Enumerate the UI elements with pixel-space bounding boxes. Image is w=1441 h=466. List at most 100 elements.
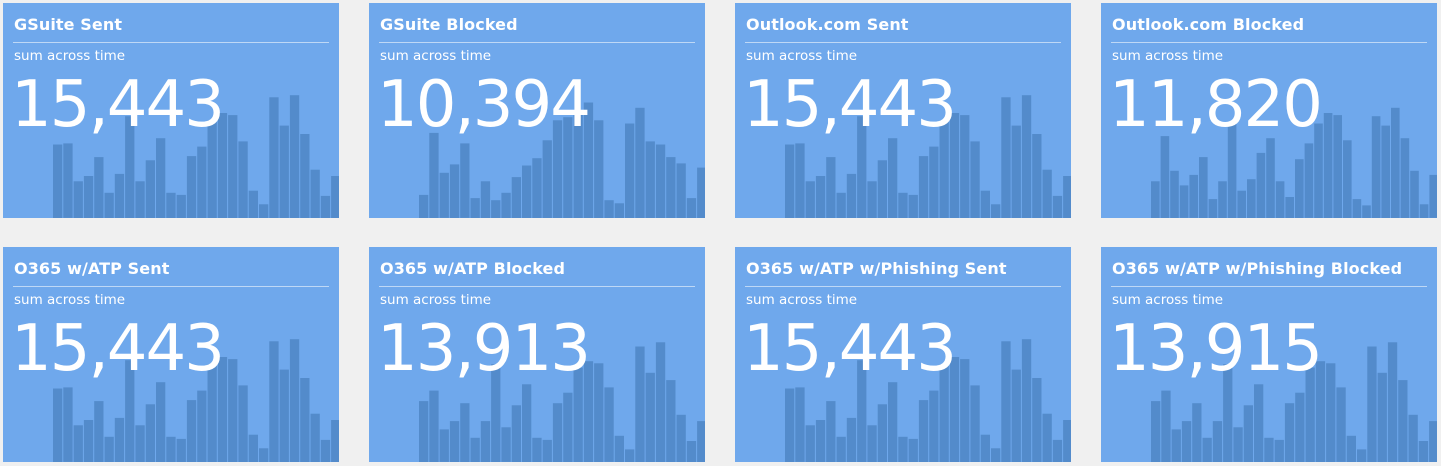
sparkline-bar	[1243, 405, 1253, 462]
sparkline-bar	[867, 181, 877, 218]
sparkline-bar	[939, 364, 949, 462]
sparkline-bar	[1151, 401, 1161, 462]
sparkline-bar	[805, 181, 815, 218]
tile-o365-atp-sent[interactable]: O365 w/ATP Sent sum across time 15,443	[3, 247, 339, 462]
sparkline-bar	[785, 388, 795, 462]
sparkline-bar	[1285, 197, 1294, 218]
sparkline-chart	[53, 95, 339, 218]
sparkline-bar	[949, 113, 960, 218]
sparkline-bar	[655, 144, 666, 218]
sparkline-bar	[73, 181, 83, 218]
sparkline-bar	[480, 181, 491, 218]
sparkline-bar	[166, 192, 176, 218]
sparkline-bar	[1171, 429, 1181, 462]
sparkline-bar	[197, 146, 207, 218]
sparkline-bar	[1218, 181, 1227, 218]
sparkline-bar	[248, 434, 258, 462]
sparkline-bar	[604, 387, 614, 462]
sparkline-bar	[795, 143, 805, 218]
sparkline-bar	[542, 439, 552, 462]
tile-subtitle: sum across time	[380, 292, 492, 308]
tile-subtitle: sum across time	[1112, 292, 1224, 308]
sparkline-bar	[248, 190, 258, 218]
sparkline-bar	[511, 405, 521, 462]
sparkline-bar	[846, 173, 857, 218]
sparkline-bar	[980, 190, 990, 218]
tile-outlook-sent[interactable]: Outlook.com Sent sum across time 15,443	[735, 3, 1071, 218]
sparkline-bar	[614, 435, 624, 462]
tile-o365-atp-phishing-blocked[interactable]: O365 w/ATP w/Phishing Blocked sum across…	[1101, 247, 1437, 462]
tile-title: GSuite Sent	[14, 15, 123, 34]
sparkline-bar	[73, 425, 83, 462]
tile-subtitle: sum across time	[746, 292, 858, 308]
sparkline-bar	[1326, 363, 1336, 462]
tile-divider	[745, 286, 1061, 287]
sparkline-bar	[1254, 384, 1264, 462]
sparkline-bar	[1371, 116, 1381, 218]
tile-subtitle: sum across time	[1112, 48, 1224, 64]
sparkline-bar	[217, 357, 228, 462]
tile-title: Outlook.com Blocked	[1112, 15, 1305, 34]
sparkline-bar	[532, 158, 542, 218]
sparkline-bar	[836, 192, 846, 218]
sparkline-bar	[1052, 439, 1063, 462]
sparkline-bar	[207, 120, 217, 218]
sparkline-bar	[419, 401, 429, 462]
sparkline-bar	[310, 413, 320, 462]
tile-value: 13,915	[1109, 312, 1323, 386]
tile-subtitle: sum across time	[14, 48, 126, 64]
sparkline-bar	[594, 363, 604, 462]
sparkline-bar	[104, 436, 114, 462]
sparkline-bar	[320, 195, 331, 218]
tile-gsuite-sent[interactable]: GSuite Sent sum across time 15,443	[3, 3, 339, 218]
sparkline-bar	[1042, 169, 1052, 218]
sparkline-bar	[877, 404, 887, 462]
sparkline-bar	[501, 427, 511, 462]
sparkline-bar	[1170, 170, 1179, 218]
sparkline-bar	[980, 434, 990, 462]
sparkline-bar	[1181, 421, 1192, 462]
sparkline-bar	[501, 192, 511, 218]
tile-o365-atp-phishing-sent[interactable]: O365 w/ATP w/Phishing Sent sum across ti…	[735, 247, 1071, 462]
sparkline-bar	[970, 141, 980, 218]
sparkline-bar	[114, 173, 125, 218]
tile-outlook-blocked[interactable]: Outlook.com Blocked sum across time 11,8…	[1101, 3, 1437, 218]
sparkline-bar	[666, 157, 676, 218]
sparkline-bar	[289, 95, 300, 218]
sparkline-bar	[300, 378, 310, 462]
sparkline-bar	[460, 403, 470, 462]
sparkline-bar	[552, 403, 563, 462]
sparkline-bar	[429, 132, 439, 218]
tile-o365-atp-blocked[interactable]: O365 w/ATP Blocked sum across time 13,91…	[369, 247, 705, 462]
sparkline-bar	[614, 203, 624, 218]
sparkline-bar	[857, 360, 867, 462]
sparkline-bar	[815, 176, 826, 218]
sparkline-bar	[269, 97, 279, 218]
sparkline-bar	[300, 134, 310, 218]
sparkline-bar	[1032, 378, 1042, 462]
sparkline-bar	[460, 143, 470, 218]
sparkline-bar	[918, 156, 929, 218]
sparkline-bar	[1346, 435, 1356, 462]
sparkline-bar	[1223, 364, 1233, 462]
sparkline-bar	[259, 204, 269, 218]
sparkline-bar	[939, 120, 949, 218]
sparkline-bar	[1199, 157, 1208, 218]
sparkline-bar	[63, 143, 73, 218]
sparkline-bar	[83, 420, 94, 462]
sparkline-bar	[207, 364, 217, 462]
tile-gsuite-blocked[interactable]: GSuite Blocked sum across time 10,394	[369, 3, 705, 218]
tile-title: Outlook.com Sent	[746, 15, 909, 34]
sparkline-bar	[1208, 199, 1218, 218]
sparkline-chart	[785, 339, 1071, 462]
tile-value: 11,820	[1109, 68, 1323, 142]
sparkline-bar	[470, 198, 480, 218]
tile-value: 13,913	[377, 312, 591, 386]
sparkline-bar	[1284, 403, 1295, 462]
sparkline-chart	[1151, 107, 1437, 218]
sparkline-bar	[1323, 113, 1333, 218]
sparkline-bar	[552, 120, 563, 218]
sparkline-bar	[522, 165, 532, 218]
sparkline-bar	[1410, 170, 1419, 218]
sparkline-bar	[929, 390, 939, 462]
